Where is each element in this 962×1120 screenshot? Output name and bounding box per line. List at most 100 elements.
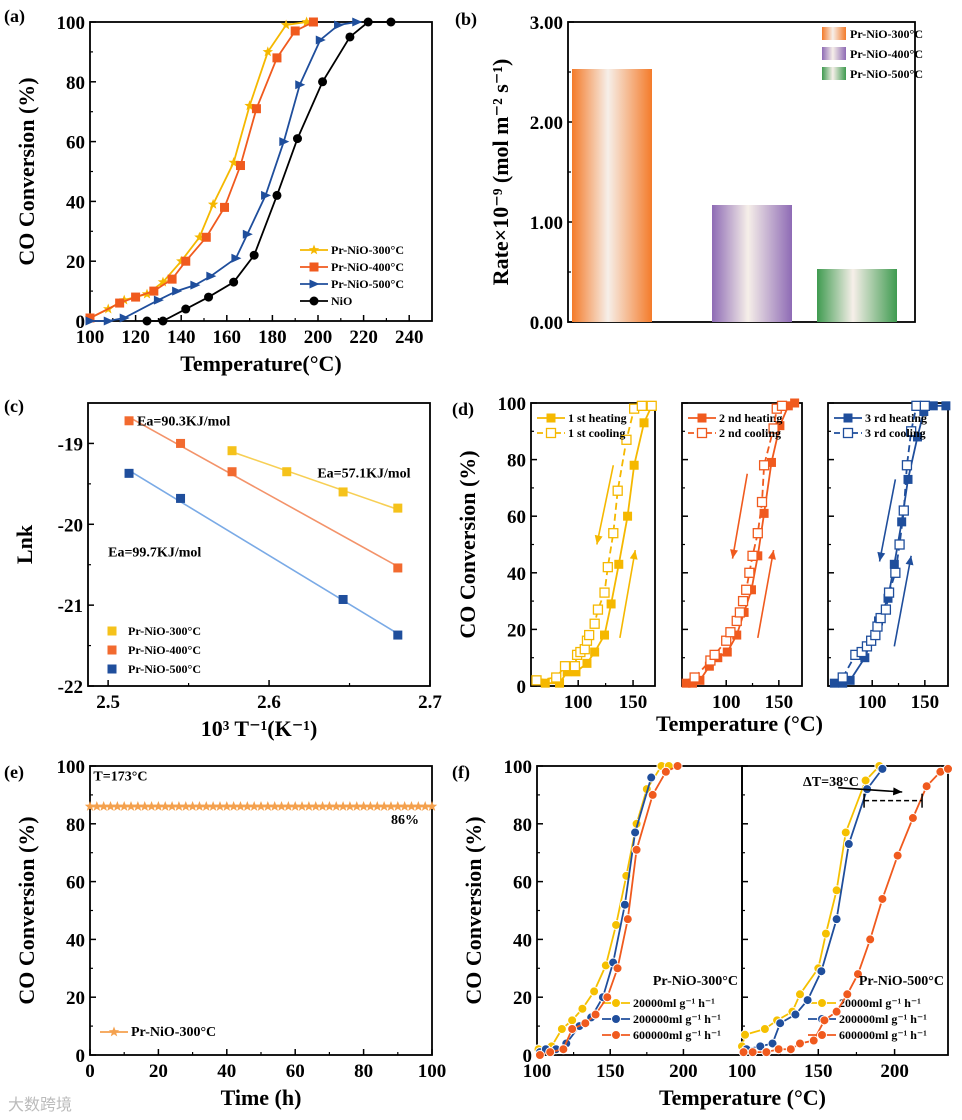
data-point bbox=[207, 198, 219, 209]
data-point bbox=[85, 316, 96, 326]
data-point bbox=[167, 274, 177, 284]
data-point bbox=[619, 899, 630, 910]
x-axis-title: Time (h) bbox=[221, 1085, 302, 1110]
x-tick-label: 40 bbox=[217, 1061, 236, 1082]
data-point bbox=[752, 528, 763, 539]
series-line bbox=[90, 21, 357, 322]
data-point bbox=[194, 231, 205, 242]
series: NiO bbox=[142, 17, 396, 326]
x-tick-label: 200 bbox=[669, 1061, 698, 1082]
data-point bbox=[660, 766, 671, 777]
direction-arrow bbox=[893, 555, 912, 647]
data-point bbox=[614, 559, 624, 569]
data-point bbox=[324, 801, 335, 811]
data-point bbox=[146, 801, 157, 811]
series: 3 rd heating bbox=[829, 401, 951, 688]
series-line bbox=[545, 405, 653, 685]
legend-marker bbox=[107, 645, 117, 655]
annotation: ΔT=38°C bbox=[803, 775, 859, 790]
data-point bbox=[681, 678, 691, 688]
data-point bbox=[580, 1018, 591, 1029]
data-point bbox=[860, 775, 871, 786]
data-point bbox=[639, 418, 649, 428]
legend-marker bbox=[309, 279, 320, 289]
series: 600000ml g⁻¹ h⁻¹ bbox=[738, 763, 953, 1058]
series: Pr-NiO-300°C bbox=[84, 801, 438, 1040]
legend-swatch bbox=[822, 47, 846, 60]
x-tick-label: 2.7 bbox=[418, 692, 442, 713]
y-tick-label: 40 bbox=[66, 192, 85, 213]
data-point bbox=[318, 77, 328, 87]
annotation: Ea=57.1KJ/mol bbox=[317, 466, 410, 481]
y-tick-label: 100 bbox=[57, 13, 86, 34]
data-point bbox=[228, 157, 239, 167]
data-point bbox=[393, 563, 403, 573]
series: 1 st heating bbox=[537, 401, 657, 688]
data-point bbox=[419, 801, 431, 811]
data-point bbox=[201, 232, 211, 242]
plot-frame bbox=[827, 402, 949, 687]
subplot-title: Pr-NiO-300°C bbox=[653, 974, 738, 989]
data-point bbox=[890, 567, 901, 578]
direction-arrow-head bbox=[905, 555, 914, 566]
data-point bbox=[227, 446, 237, 456]
y-axis-title: Rate×10⁻⁹ (mol m⁻² s⁻¹) bbox=[488, 59, 513, 286]
series-line bbox=[834, 404, 946, 685]
data-point bbox=[555, 678, 565, 688]
data-point bbox=[229, 277, 239, 287]
bar bbox=[817, 269, 897, 322]
data-point bbox=[731, 615, 742, 627]
plot-frame bbox=[89, 765, 433, 1056]
data-point bbox=[852, 969, 863, 980]
legend-label: Pr-NiO-300°C bbox=[331, 243, 404, 257]
x-tick-label: 120 bbox=[121, 327, 150, 348]
subplot: 0 20 40 60 80 100 0 20 40 60 80 100 Pr-NiO-300°C T=17… bbox=[57, 757, 447, 1082]
legend-marker bbox=[843, 413, 853, 423]
y-axis-title: CO Conversion (%) bbox=[461, 816, 486, 1004]
data-point bbox=[112, 801, 123, 811]
fit-line bbox=[128, 416, 399, 568]
legend-marker bbox=[545, 427, 557, 439]
data-point bbox=[688, 678, 698, 688]
y-tick-label: -21 bbox=[58, 596, 83, 617]
data-point bbox=[856, 646, 867, 658]
data-point bbox=[315, 35, 326, 45]
data-point bbox=[334, 20, 345, 30]
y-tick-label: 60 bbox=[66, 873, 85, 894]
data-point bbox=[894, 539, 905, 550]
y-axis-title: CO Conversion (%) bbox=[14, 77, 39, 265]
data-point bbox=[911, 400, 922, 411]
x-tick-label: 100 bbox=[712, 692, 741, 713]
y-tick-label: 20 bbox=[507, 620, 526, 641]
data-point bbox=[889, 559, 899, 569]
plot-frame bbox=[681, 402, 803, 687]
x-tick-label: 100 bbox=[523, 1061, 552, 1082]
y-tick-label: 80 bbox=[66, 73, 85, 94]
data-point bbox=[221, 801, 232, 811]
delta-t-pointer bbox=[838, 786, 903, 793]
data-point bbox=[590, 647, 600, 657]
legend-marker bbox=[309, 296, 319, 306]
data-point bbox=[840, 827, 851, 838]
data-point bbox=[280, 19, 292, 30]
legend-label: Pr-NiO-500°C bbox=[850, 67, 923, 81]
data-point bbox=[589, 986, 600, 997]
legend-label: 600000ml g⁻¹ h⁻¹ bbox=[633, 1028, 721, 1042]
data-point bbox=[870, 629, 881, 641]
data-point bbox=[943, 763, 953, 774]
data-point bbox=[385, 801, 397, 811]
data-point bbox=[276, 801, 287, 811]
data-point bbox=[220, 202, 230, 212]
data-point bbox=[589, 618, 600, 629]
panel-label: (d) bbox=[452, 399, 474, 420]
y-tick-label: 100 bbox=[504, 757, 533, 778]
legend-label: Pr-NiO-500°C bbox=[331, 277, 404, 291]
legend-marker bbox=[107, 664, 117, 674]
data-point bbox=[790, 1009, 801, 1020]
data-point bbox=[272, 190, 282, 200]
x-tick-label: 100 bbox=[76, 327, 105, 348]
panel-label: (a) bbox=[4, 6, 25, 27]
legend-swatch bbox=[822, 27, 846, 40]
